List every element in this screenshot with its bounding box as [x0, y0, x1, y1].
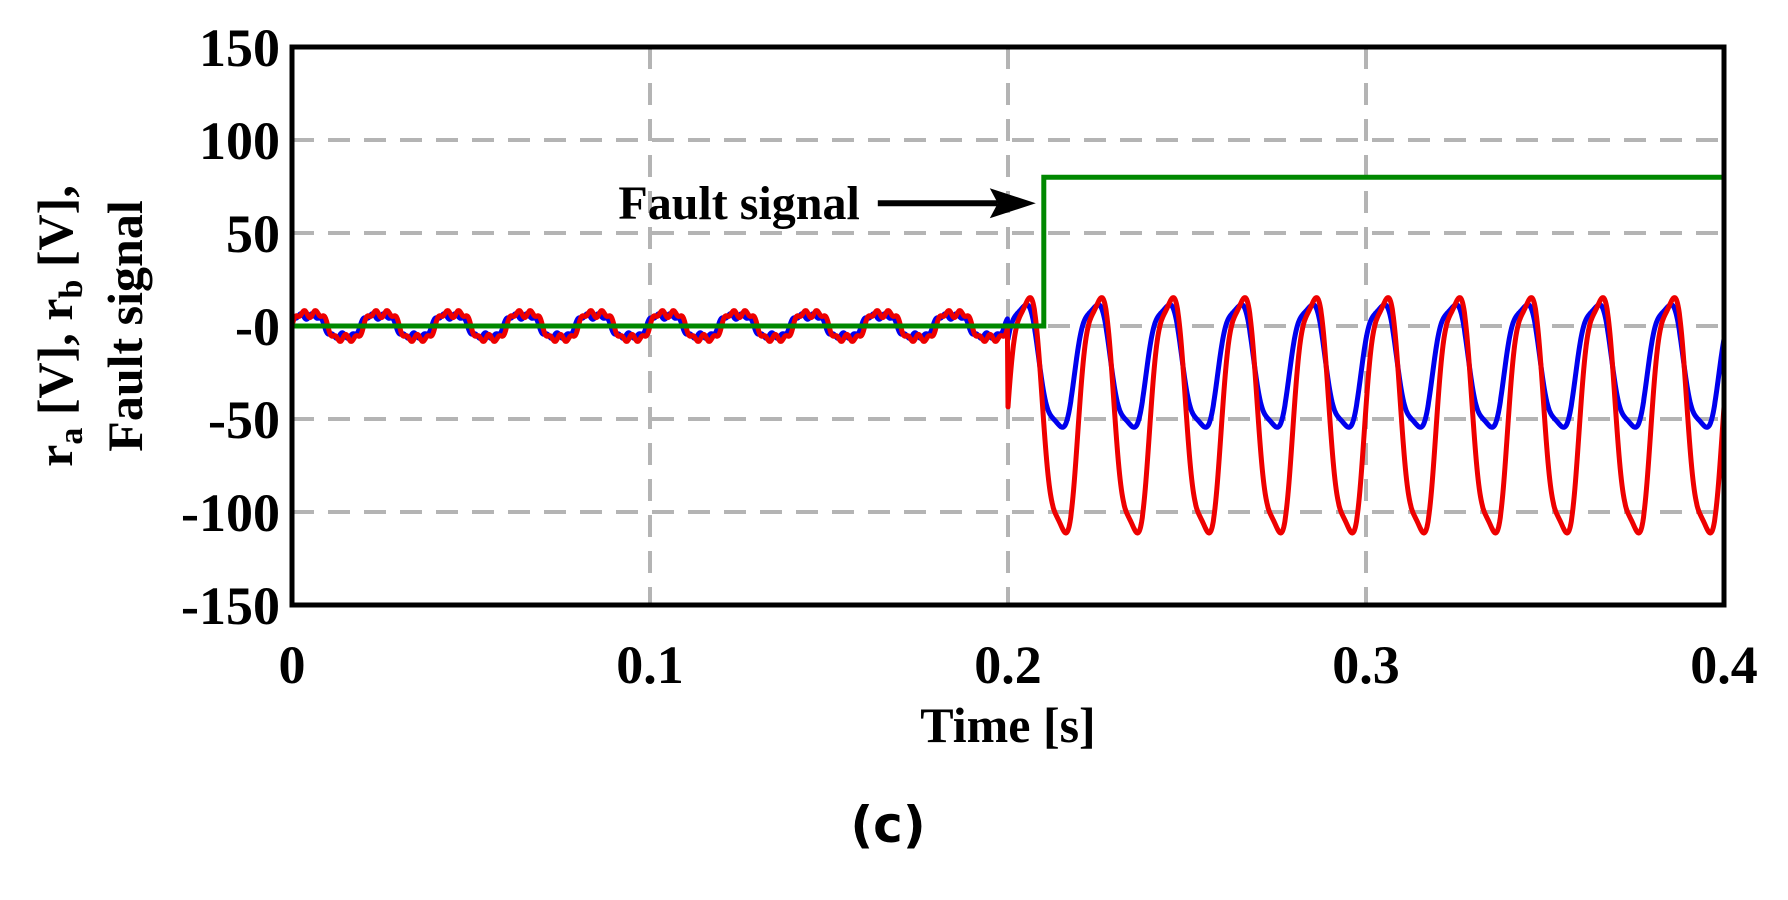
- series-line-red: [292, 295, 1724, 536]
- x-axis-label: Time [s]: [920, 697, 1095, 753]
- series-group: [292, 174, 1724, 536]
- annotation: Fault signal: [618, 177, 1036, 230]
- x-tick-label: 0.2: [974, 635, 1042, 695]
- y-tick-label: 100: [199, 111, 280, 171]
- tick-labels: 0 0.1 0.2 0.3 0.4 150 100 50 -0 -50 -100 -150: [181, 18, 1758, 695]
- y-tick-label: -50: [208, 390, 280, 450]
- y-axis-label-line2: Fault signal: [97, 200, 153, 452]
- annotation-arrow-head: [989, 188, 1036, 219]
- y-tick-label: -0: [235, 297, 280, 357]
- y-tick-label: 150: [199, 18, 280, 78]
- x-tick-label: 0.1: [616, 635, 684, 695]
- y-tick-label: -150: [181, 576, 280, 636]
- annotation-text: Fault signal: [618, 177, 859, 230]
- y-tick-label: 50: [226, 204, 280, 264]
- x-tick-label: 0: [279, 635, 306, 695]
- figure-caption: (c): [850, 796, 925, 854]
- y-tick-label: -100: [181, 483, 280, 543]
- x-tick-label: 0.3: [1332, 635, 1400, 695]
- x-tick-label: 0.4: [1690, 635, 1758, 695]
- y-axis-label: ra [V], rb [V], Fault signal: [27, 185, 153, 467]
- series-line-green: [292, 174, 1724, 329]
- plot-frame: [289, 44, 1727, 608]
- y-axis-label-line1: ra [V], rb [V],: [27, 185, 90, 467]
